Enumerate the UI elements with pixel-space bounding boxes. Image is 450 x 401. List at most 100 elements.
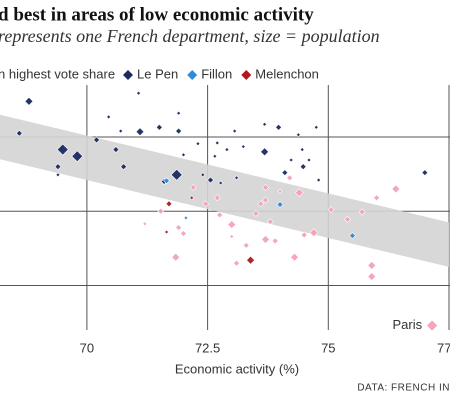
point	[54, 163, 62, 171]
point	[275, 123, 282, 131]
point	[218, 180, 224, 186]
point	[276, 201, 284, 208]
point	[240, 144, 246, 150]
point	[367, 272, 377, 281]
point	[224, 147, 230, 153]
point	[136, 90, 141, 96]
point	[207, 176, 214, 184]
point	[175, 127, 183, 135]
chart-title: d best in areas of low economic activity	[0, 4, 314, 25]
point	[202, 200, 210, 208]
point	[421, 169, 429, 177]
point	[234, 175, 239, 181]
x-tick-label: 75	[321, 340, 335, 355]
x-tick-label: 70	[80, 340, 94, 355]
legend-label: Fillon	[201, 66, 232, 81]
point	[306, 157, 312, 163]
point	[157, 207, 165, 215]
point	[164, 229, 169, 235]
point	[266, 218, 274, 226]
point	[309, 228, 319, 238]
point	[246, 255, 255, 265]
point	[120, 163, 128, 171]
legend-marker	[123, 70, 133, 80]
legend-label: Melenchon	[255, 66, 319, 81]
point	[261, 234, 270, 244]
annotation: Paris	[392, 317, 422, 332]
point	[426, 319, 439, 332]
point	[277, 188, 283, 194]
point	[300, 231, 308, 239]
point	[118, 128, 124, 134]
legend-title: n highest vote share	[0, 66, 115, 81]
point	[163, 177, 170, 185]
x-tick-label: 72.5	[195, 340, 220, 355]
point	[175, 224, 183, 231]
point	[271, 237, 279, 245]
point	[281, 169, 289, 177]
point	[290, 252, 299, 262]
trend-band	[0, 114, 449, 267]
x-axis-label: Economic activity (%)	[175, 361, 299, 376]
point	[262, 184, 269, 191]
point	[262, 121, 267, 127]
point	[189, 195, 195, 201]
point	[229, 234, 235, 239]
point	[200, 172, 206, 178]
point	[106, 114, 112, 120]
point	[286, 174, 294, 182]
point	[24, 96, 34, 106]
point	[181, 152, 186, 158]
point	[112, 146, 120, 154]
point	[391, 184, 401, 194]
point	[373, 194, 381, 202]
point	[227, 220, 237, 230]
point	[367, 260, 377, 270]
point	[260, 147, 269, 157]
point	[213, 194, 221, 202]
plot-area: 70 72.5 75 77 Paris	[0, 85, 450, 355]
point	[216, 211, 224, 219]
point	[344, 215, 352, 223]
point	[349, 232, 356, 240]
point	[180, 230, 187, 237]
legend-marker	[187, 70, 198, 80]
point	[294, 188, 304, 198]
point	[299, 147, 305, 153]
point	[214, 140, 220, 146]
point	[313, 124, 319, 130]
point	[183, 215, 189, 221]
point	[56, 143, 69, 156]
point	[55, 172, 61, 178]
point	[195, 141, 201, 147]
point	[71, 150, 84, 163]
point	[262, 196, 269, 204]
point	[142, 221, 148, 227]
point	[135, 127, 145, 137]
point	[327, 206, 335, 214]
point	[358, 208, 366, 216]
point	[93, 136, 100, 144]
legend-label: Le Pen	[137, 66, 178, 81]
point	[155, 123, 163, 131]
legend-marker	[241, 70, 252, 80]
point	[212, 153, 218, 159]
point	[252, 210, 260, 217]
point	[176, 110, 182, 116]
point	[299, 163, 307, 171]
point	[288, 157, 294, 163]
point	[165, 200, 173, 208]
point	[242, 241, 250, 249]
point	[170, 168, 183, 181]
point	[257, 200, 265, 208]
point	[316, 177, 322, 183]
point	[189, 184, 197, 191]
point	[15, 129, 23, 137]
point	[232, 128, 238, 134]
point	[233, 259, 240, 267]
source: DATA: FRENCH IN	[357, 383, 450, 394]
point	[171, 252, 181, 262]
x-tick-label: 77	[437, 340, 450, 355]
chart-subtitle: represents one French department, size =…	[0, 26, 380, 46]
